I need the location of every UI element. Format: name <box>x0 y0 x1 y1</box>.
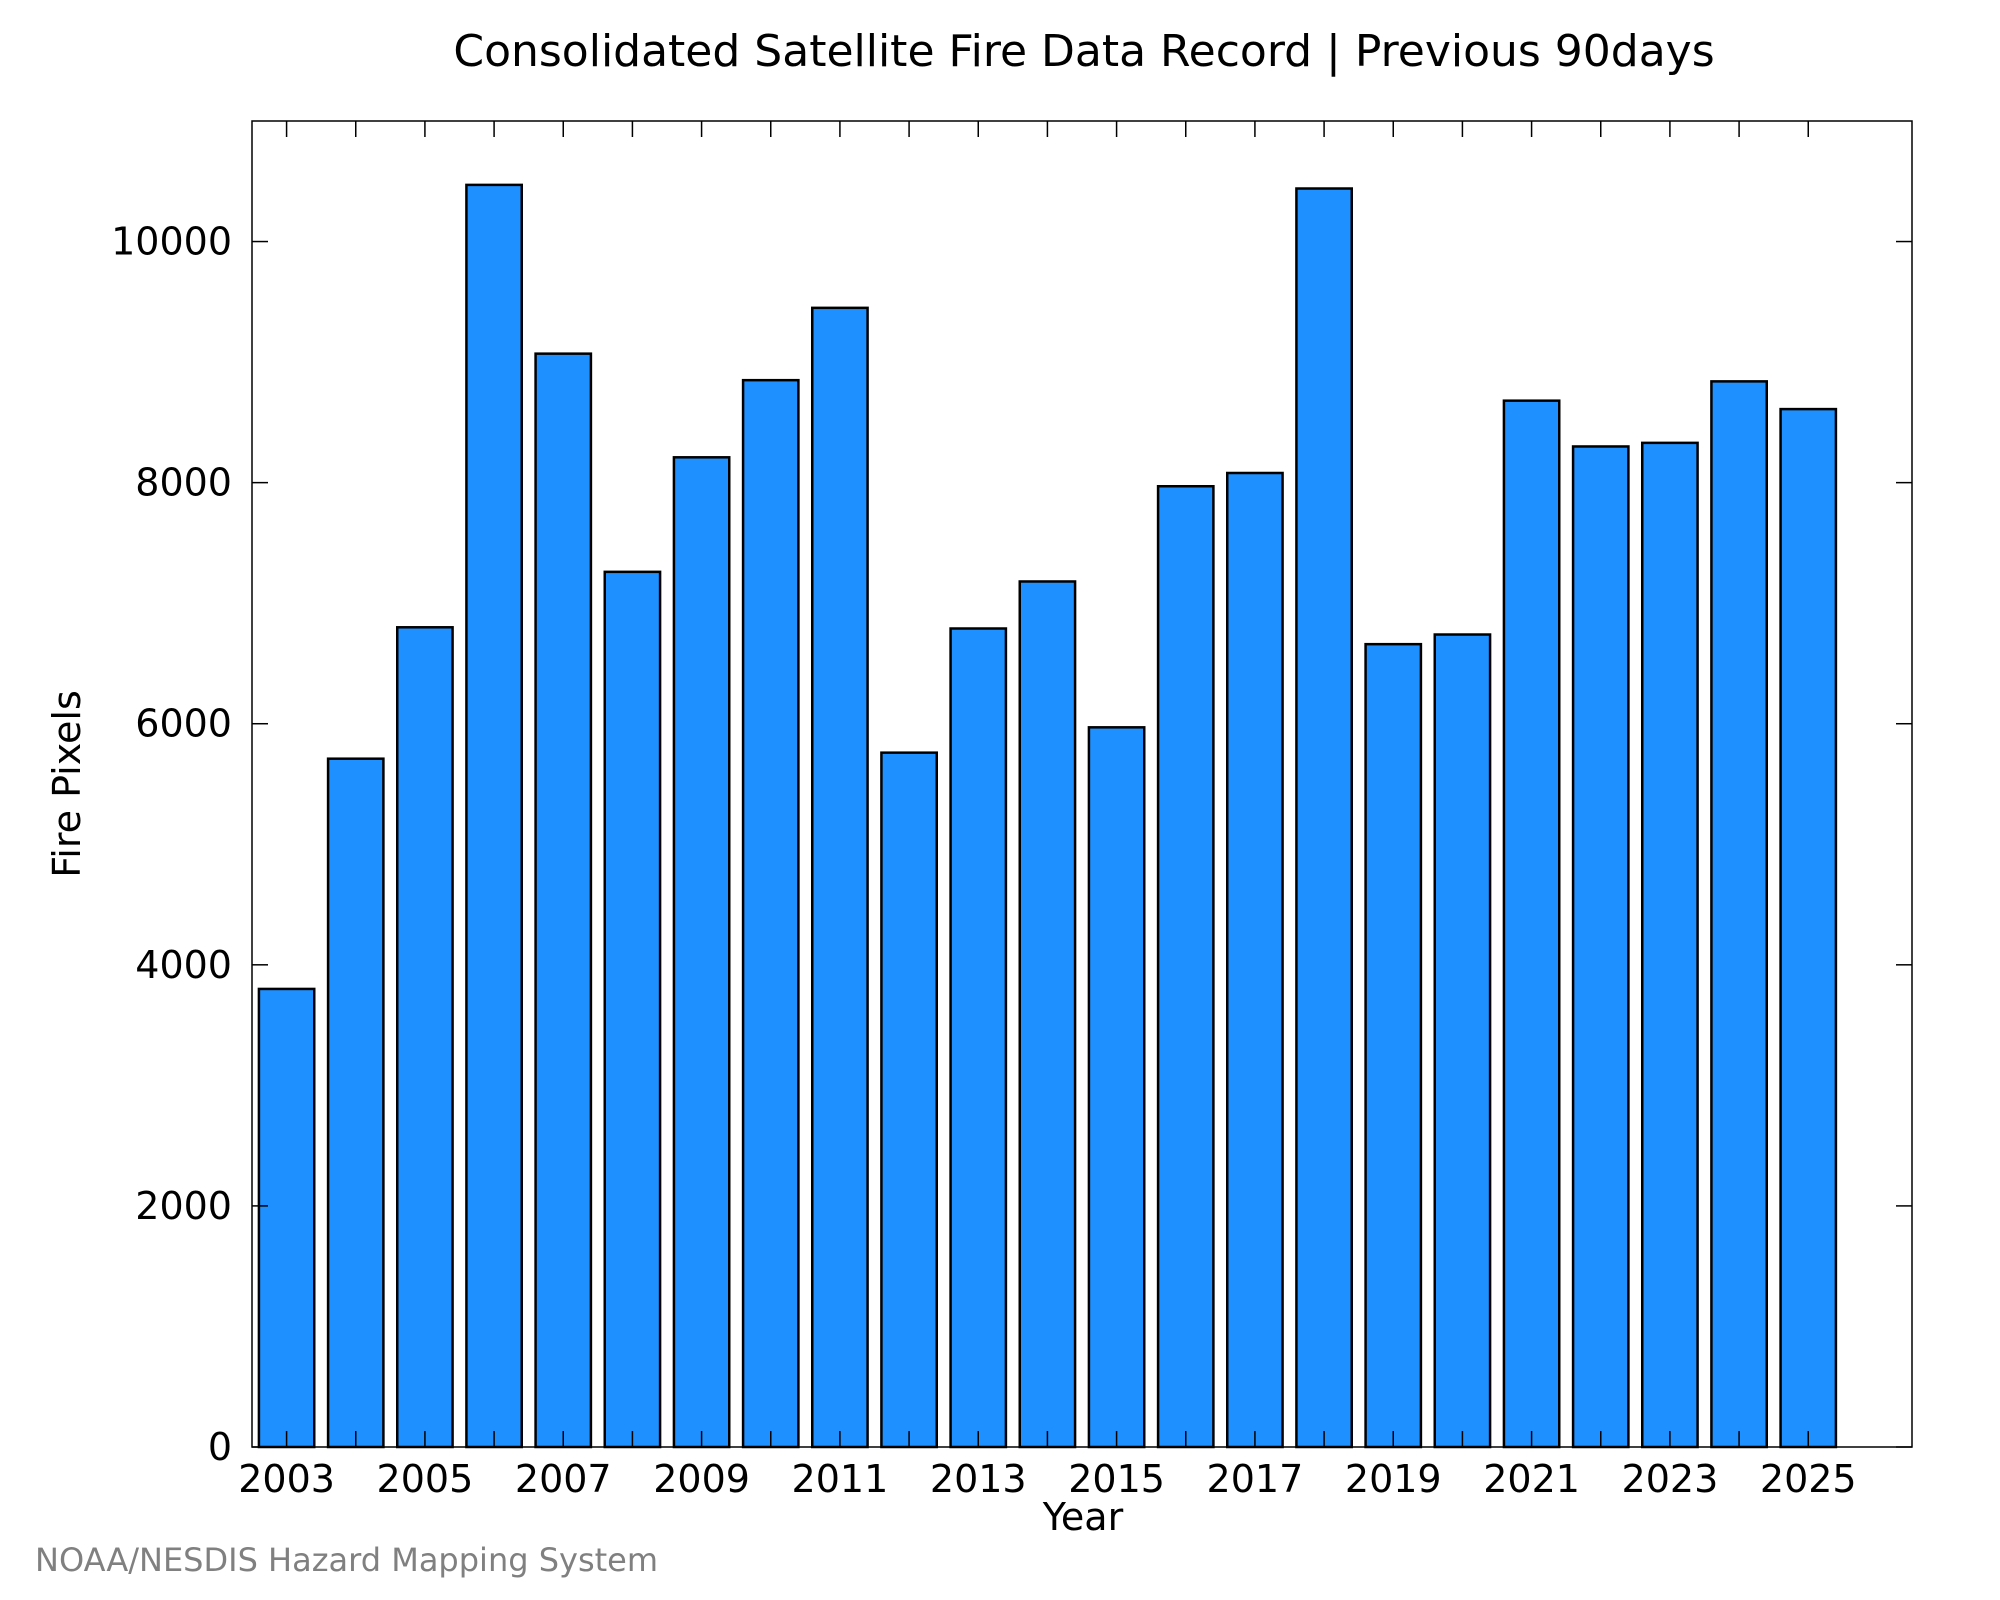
y-tick-label-10000: 10000 <box>111 220 232 264</box>
bar-2012 <box>880 751 938 1449</box>
bar-2023 <box>1641 441 1699 1449</box>
x-tick-label-2021: 2021 <box>1483 1457 1580 1501</box>
bar-2009 <box>672 456 731 1449</box>
bar-2018 <box>1295 187 1354 1449</box>
y-tick-label-6000: 6000 <box>135 702 232 746</box>
bar-2017 <box>1226 471 1284 1449</box>
y-tick-label-0: 0 <box>208 1425 232 1469</box>
x-tick-label-2023: 2023 <box>1622 1457 1719 1501</box>
bar-2020 <box>1433 633 1492 1449</box>
x-tick-label-2013: 2013 <box>930 1457 1027 1501</box>
x-tick-label-2005: 2005 <box>377 1457 474 1501</box>
bar-2011 <box>811 306 869 1449</box>
bar-2008 <box>603 570 662 1449</box>
y-axis: 0 2000 4000 6000 8000 10000 <box>111 220 1912 1469</box>
bar-2006 <box>465 183 524 1449</box>
chart-title: Consolidated Satellite Fire Data Record … <box>453 26 1714 77</box>
x-tick-label-2009: 2009 <box>653 1457 750 1501</box>
x-tick-label-2007: 2007 <box>515 1457 612 1501</box>
x-axis: 2003 2005 2007 2009 2011 2013 2015 2017 2019 2021… <box>238 121 1857 1501</box>
bar-2004 <box>326 757 385 1449</box>
y-tick-label-8000: 8000 <box>135 461 232 505</box>
y-axis-label: Fire Pixels <box>45 690 89 878</box>
bar-2019 <box>1364 642 1423 1449</box>
bar-2022 <box>1571 445 1630 1449</box>
bar-2003 <box>257 987 316 1449</box>
x-tick-label-2017: 2017 <box>1207 1457 1304 1501</box>
y-tick-label-2000: 2000 <box>135 1184 232 1228</box>
bar-2025 <box>1779 407 1838 1449</box>
x-tick-label-2019: 2019 <box>1345 1457 1442 1501</box>
bar-2013 <box>949 627 1008 1449</box>
bar-2015 <box>1087 726 1146 1449</box>
x-tick-label-2015: 2015 <box>1068 1457 1165 1501</box>
bar-2007 <box>534 352 593 1449</box>
bar-2005 <box>396 626 454 1449</box>
y-tick-label-4000: 4000 <box>135 943 232 987</box>
x-axis-label: Year <box>1042 1495 1124 1539</box>
bars-group <box>257 183 1838 1449</box>
bar-2014 <box>1018 580 1077 1449</box>
bar-2010 <box>741 378 800 1449</box>
x-tick-label-2011: 2011 <box>792 1457 889 1501</box>
source-credit: NOAA/NESDIS Hazard Mapping System <box>35 1541 658 1579</box>
bar-2016 <box>1156 485 1215 1449</box>
bar-2021 <box>1502 399 1561 1449</box>
bar-2024 <box>1710 380 1769 1449</box>
x-tick-label-2003: 2003 <box>238 1457 335 1501</box>
x-tick-label-2025: 2025 <box>1760 1457 1857 1501</box>
plot-area-frame <box>251 120 1913 1448</box>
